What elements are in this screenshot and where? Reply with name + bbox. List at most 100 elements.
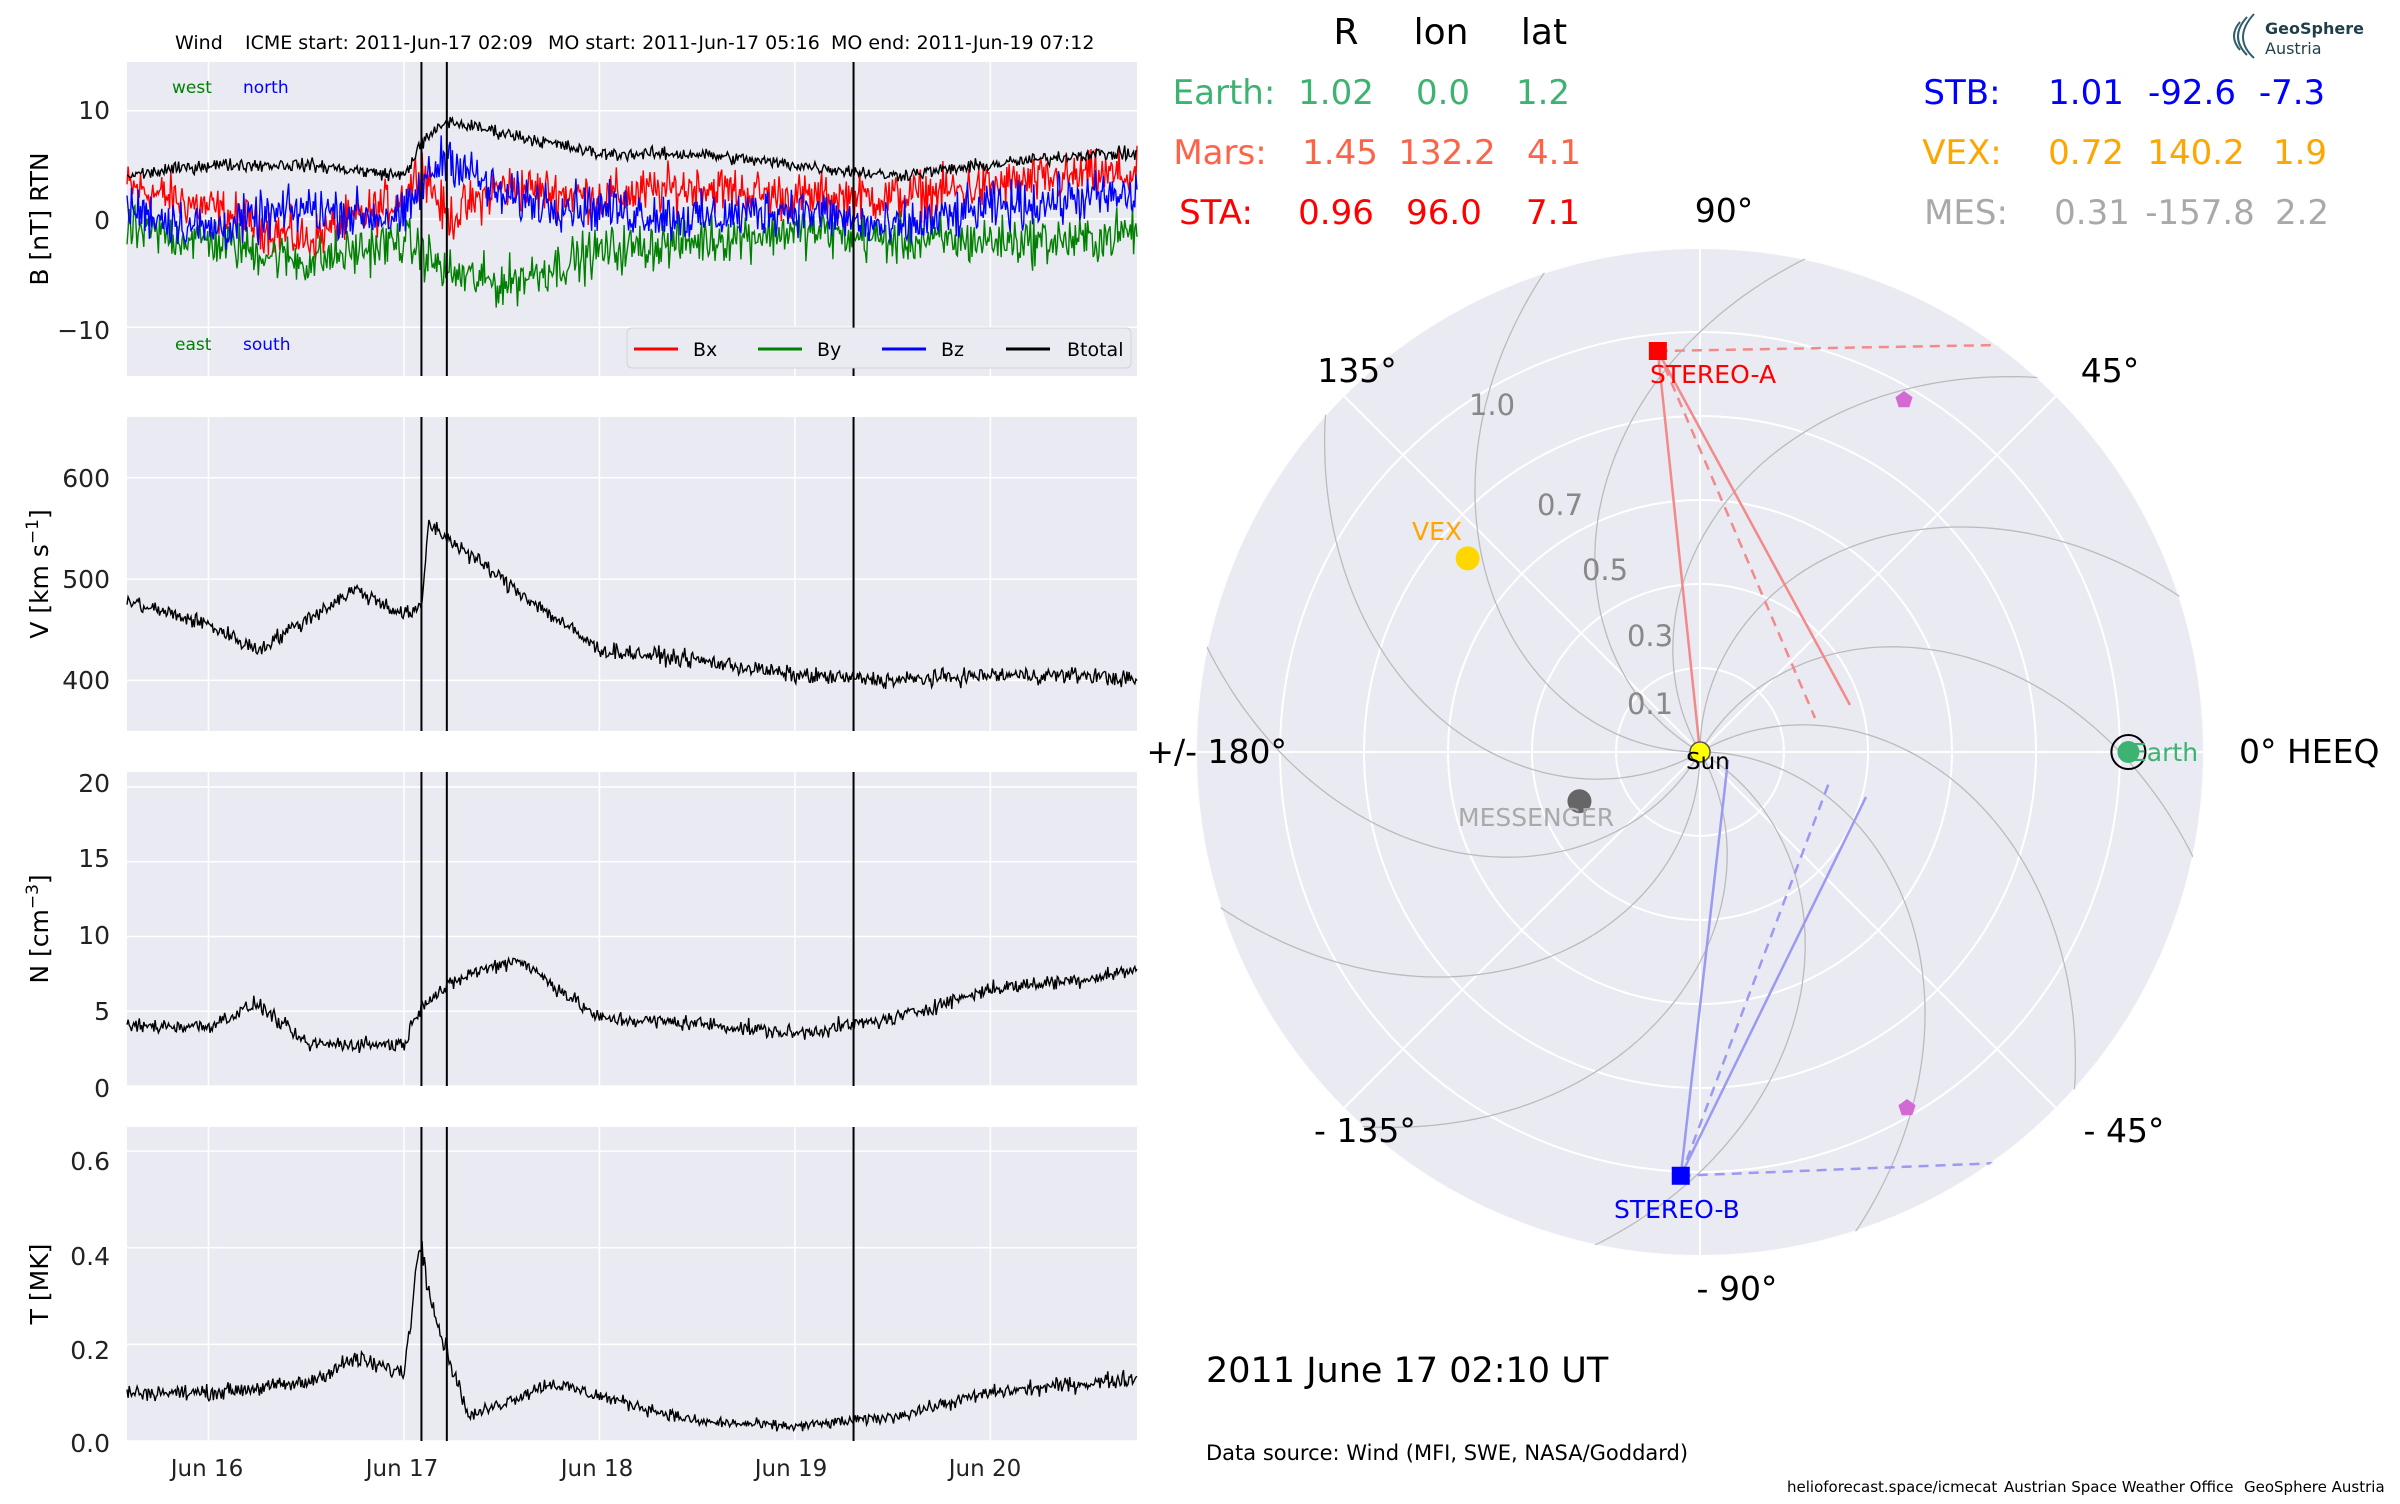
- stereo-a-marker: [1648, 342, 1667, 361]
- b-annot-east: east: [175, 335, 212, 355]
- b-annot-west: west: [172, 78, 212, 98]
- parker-spiral-3: [1699, 526, 2204, 753]
- earth-name: Earth:: [1173, 73, 1276, 113]
- v-tick-500: 500: [62, 565, 110, 594]
- parker-spiral-11: [1563, 751, 1806, 1256]
- legend-bx-label: Bx: [693, 339, 717, 361]
- b-tick-m10: −10: [57, 316, 110, 345]
- b-annot-north: north: [243, 78, 289, 98]
- hdr-lat: lat: [1521, 12, 1567, 53]
- sun-marker: [1689, 741, 1711, 763]
- v-ylabel: V [km s−1]: [23, 509, 54, 638]
- stereo-b-marker: [1671, 1166, 1690, 1185]
- x-tick-jun18: Jun 18: [559, 1456, 634, 1482]
- r-tick-05: 0.5: [1582, 553, 1628, 587]
- footer-url: helioforecast.space/icmecat: [1787, 1478, 1997, 1496]
- sta-fov-line-2: [1656, 350, 1702, 753]
- t-ylabel: T [MK]: [25, 1244, 54, 1326]
- b-annot-south: south: [243, 335, 290, 355]
- x-tick-jun16: Jun 16: [169, 1456, 244, 1482]
- mes-lat: 2.2: [2275, 193, 2329, 233]
- r-tick-10: 1.0: [1469, 388, 1515, 422]
- earth-lon: 0.0: [1416, 73, 1470, 113]
- mes-lon: -157.8: [2145, 193, 2255, 233]
- stb-lat: -7.3: [2259, 73, 2325, 113]
- parker-spiral-6: [1474, 248, 1701, 753]
- angle-45: 45°: [2081, 351, 2140, 390]
- parker-spiral-8: [1196, 615, 1701, 858]
- hdr-lon: lon: [1414, 12, 1469, 53]
- title-icme-start: ICME start: 2011-Jun-17 02:09: [245, 32, 533, 54]
- parker-spiral-9: [1196, 751, 1701, 978]
- n-panel: [127, 772, 1137, 1086]
- trace-2-main: [126, 956, 1138, 1054]
- r-tick-01: 0.1: [1627, 687, 1673, 721]
- pentagon-marker-upper: [1895, 391, 1913, 408]
- sta-lon: 96.0: [1406, 193, 1482, 233]
- angle-0: 0° HEEQ: [2239, 732, 2379, 771]
- title-spacecraft: Wind: [175, 32, 223, 54]
- stb-fov-line-2: [1679, 759, 1730, 1176]
- n-tick-0: 0: [94, 1074, 110, 1103]
- trace-0-btotal: [126, 115, 1138, 182]
- sta-name: STA:: [1179, 193, 1253, 233]
- mars-r: 1.45: [1302, 133, 1378, 173]
- mars-lat: 4.1: [1527, 133, 1581, 173]
- label-earth: Earth: [2131, 738, 2198, 767]
- mes-r: 0.31: [2054, 193, 2130, 233]
- stb-fov-line-0: [1679, 796, 1868, 1177]
- mars-lon: 132.2: [1398, 133, 1495, 173]
- x-tick-jun17: Jun 17: [364, 1456, 439, 1482]
- logo-line1: GeoSphere: [2265, 19, 2364, 38]
- stb-r: 1.01: [2048, 73, 2124, 113]
- footer-office: Austrian Space Weather Office: [2004, 1478, 2233, 1496]
- hdr-r: R: [1333, 12, 1358, 53]
- label-messenger: MESSENGER: [1458, 803, 1614, 832]
- footer-org: GeoSphere Austria: [2244, 1478, 2385, 1496]
- t-tick-06: 0.6: [70, 1147, 110, 1176]
- stb-lon: -92.6: [2148, 73, 2236, 113]
- label-stereo-a: STEREO-A: [1650, 360, 1776, 389]
- n-ylabel: N [cm−3]: [23, 874, 54, 983]
- n-tick-5: 5: [94, 997, 110, 1026]
- datetime: 2011 June 17 02:10 UT: [1206, 1351, 1609, 1391]
- n-tick-15: 15: [78, 844, 110, 873]
- earth-lat: 1.2: [1516, 73, 1570, 113]
- parker-spiral-7: [1323, 380, 1701, 780]
- b-ylabel: B [nT] RTN: [25, 152, 54, 285]
- vex-r: 0.72: [2048, 133, 2124, 173]
- pentagon-marker-lower: [1898, 1099, 1916, 1116]
- t-tick-02: 0.2: [70, 1336, 110, 1365]
- trace-3-main: [126, 1240, 1138, 1433]
- stb-name: STB:: [1923, 73, 2000, 113]
- data-source: Data source: Wind (MFI, SWE, NASA/Goddar…: [1206, 1441, 1688, 1465]
- mes-name: MES:: [1924, 193, 2008, 233]
- v-panel: [127, 417, 1137, 731]
- parker-spiral-0: [1699, 751, 1926, 1256]
- v-tick-600: 600: [62, 464, 110, 493]
- sta-fov-line-0: [1656, 350, 1852, 706]
- angle-m90: - 90°: [1697, 1269, 1778, 1308]
- parker-spiral-2: [1699, 646, 2204, 889]
- title-mo-start: MO start: 2011-Jun-17 05:16: [548, 32, 820, 54]
- b-tick-0: 0: [94, 206, 110, 235]
- vex-lat: 1.9: [2273, 133, 2327, 173]
- x-tick-jun20: Jun 20: [947, 1456, 1022, 1482]
- r-tick-07: 0.7: [1537, 488, 1583, 522]
- sta-lat: 7.1: [1526, 193, 1580, 233]
- vex-marker: [1455, 546, 1480, 571]
- parker-spiral-10: [1328, 751, 1728, 1129]
- vex-lon: 140.2: [2147, 133, 2244, 173]
- polar-plot: 90° 45° 0° HEEQ - 45° - 90° - 135° +/- 1…: [1146, 191, 2379, 1308]
- legend-btotal-label: Btotal: [1067, 339, 1123, 361]
- b-legend: Bx By Bz Btotal: [626, 327, 1132, 369]
- angle-135: 135°: [1317, 351, 1397, 390]
- logo-arc-3: [2242, 13, 2255, 59]
- label-sun: Sun: [1686, 749, 1730, 775]
- sta-r: 0.96: [1298, 193, 1374, 233]
- parker-spiral-1: [1699, 724, 2077, 1124]
- logo-arc-2: [2237, 16, 2248, 56]
- label-stereo-b: STEREO-B: [1614, 1195, 1740, 1224]
- trace-1-main: [126, 519, 1138, 690]
